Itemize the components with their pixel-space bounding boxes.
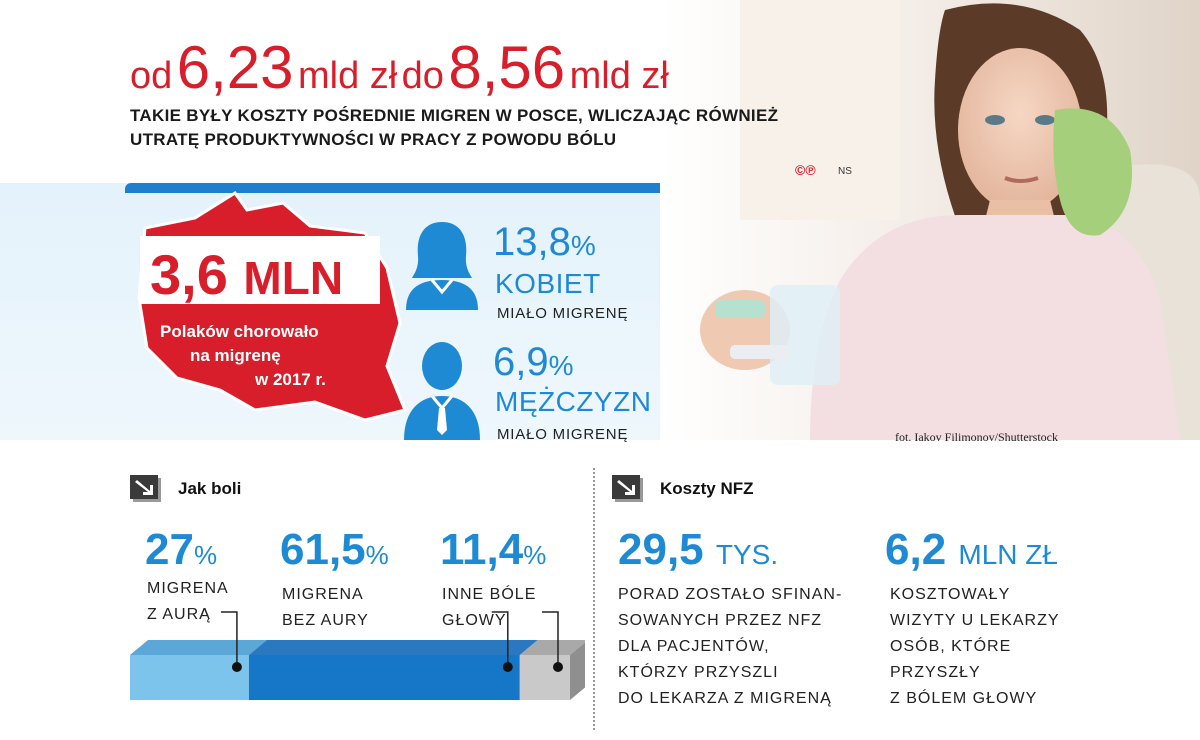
nfz-advice-amount: 29,5 TYS. [618,528,778,572]
men-percent: 6,9% [493,342,574,382]
women-group-label: KOBIET [495,268,601,299]
nfz-cost-line-1: KOSZTOWAŁY [890,586,1011,603]
pain-leader-dot [553,662,563,672]
pain-section-title: Jak boli [178,479,242,498]
man-icon [402,340,482,440]
men-group-label: MĘŻCZYZN [495,386,652,417]
nfz-cost-value: 6,2 [885,525,947,574]
woman-icon [402,218,482,310]
poland-caption-line-2: na migrenę [190,346,281,365]
pain-bar-segment [248,655,520,700]
arrow-down-right-icon [130,475,164,505]
pain-bar-segment-top [519,640,588,655]
poland-caption-line-1: Polaków chorowało [160,322,319,341]
pain-aura-label-line-1: MIGRENA [147,580,229,597]
pain-noaura-label-line-2: BEZ AURY [282,612,369,629]
arrow-down-right-icon [612,475,646,505]
nfz-advice-line-1: PORAD ZOSTAŁO SFINAN- [618,586,843,603]
subtitle-line-2: utratę produktywności w pracy z powodu b… [130,130,617,149]
poland-value-box [140,236,380,304]
nfz-cost-unit: MLN ZŁ [958,539,1058,570]
poland-caption-line-3: w 2017 r. [255,370,326,389]
women-percent-sign: % [570,230,596,261]
pain-leader-line [491,611,509,667]
nfz-cost-line-5: Z BÓLEM GŁOWY [890,690,1038,707]
pain-noaura-percent: 61,5% [280,528,389,572]
poland-value-number: 3,6 [150,243,228,306]
pain-noaura-label-line-1: MIGRENA [282,586,364,603]
pain-leader-dot [231,662,242,672]
nfz-advice-value: 29,5 [618,525,704,574]
nfz-advice-line-2: SOWANYCH PRZEZ NFZ [618,612,823,629]
pain-other-percent: 11,4% [440,528,546,572]
author-initials: NS [838,166,852,177]
nfz-advice-line-4: KTÓRZY PRZYSZLI [618,664,779,681]
poland-value: 3,6 MLN [150,247,343,303]
pain-other-label-line-1: INNE BÓLE [442,586,537,603]
women-percent: 13,8% [493,222,596,262]
pain-aura-value: 27 [145,525,194,574]
headline-to-value: 8,56 [448,34,566,101]
pain-leader-line [542,611,559,667]
pain-leader-line [220,611,238,667]
photo-credit: fot. Iakov Filimonov/Shutterstock [895,430,1058,444]
pain-noaura-sign: % [365,540,389,570]
info-band-top-stripe [125,183,845,193]
pain-share-bar [125,600,588,710]
men-percent-sign: % [548,350,574,381]
section-divider [593,468,595,730]
pain-noaura-label: MIGRENA BEZ AURY [282,582,369,634]
pain-aura-sign: % [193,540,218,570]
pain-other-label: INNE BÓLE GŁOWY [442,582,536,634]
nfz-cost-description: KOSZTOWAŁY WIZYTY U LEKARZY OSÓB, KTÓRE … [890,582,1060,712]
nfz-advice-line-5: DO LEKARZA Z MIGRENĄ [618,690,832,707]
nfz-cost-line-2: WIZYTY U LEKARZY [890,612,1060,629]
nfz-cost-line-4: PRZYSZŁY [890,664,981,681]
poland-value-unit: MLN [243,252,344,304]
copyright-mark: ©℗ [795,162,816,178]
pain-bar-side [570,640,588,700]
pain-noaura-value: 61,5 [280,525,366,574]
men-percent-value: 6,9 [493,340,549,384]
women-percent-value: 13,8 [493,220,571,264]
subtitle-line-1: Takie były koszty pośrednie migren w Pos… [130,106,779,125]
men-had-migraine: MIAŁO MIGRENĘ [497,426,629,443]
nfz-advice-unit: TYS. [715,539,779,570]
pain-other-label-line-2: GŁOWY [442,612,507,629]
headline-to-unit: mld zł [569,55,669,97]
pain-other-sign: % [523,540,547,570]
pain-aura-label: MIGRENA Z AURĄ [147,576,229,628]
pain-bar-segment [130,655,249,700]
nfz-cost-line-3: OSÓB, KTÓRE [890,638,1012,655]
poland-caption: Polaków chorowało na migrenę w 2017 r. [160,320,375,392]
pain-aura-percent: 27% [145,528,217,572]
nfz-advice-description: PORAD ZOSTAŁO SFINAN- SOWANYCH PRZEZ NFZ… [618,582,842,712]
nfz-cost-amount: 6,2 MLN ZŁ [885,528,1058,572]
headline: od 6,23 mld zł do 8,56 mld zł [130,38,669,98]
pain-bar-segment-top [130,640,267,655]
woman-with-headache-photo [660,0,1200,440]
subtitle: Takie były koszty pośrednie migren w Pos… [130,104,830,152]
pain-other-value: 11,4 [440,525,524,574]
headline-to-word: do [401,55,444,97]
headline-from-unit: mld zł [297,55,398,97]
nfz-advice-line-3: DLA PACJENTÓW, [618,638,770,655]
women-had-migraine: MIAŁO MIGRENĘ [497,305,629,322]
pain-bar-segment [519,655,570,700]
pain-aura-label-line-2: Z AURĄ [147,606,211,623]
pain-leader-dot [502,662,513,672]
nfz-section-title: Koszty NFZ [660,479,754,498]
headline-from-word: od [130,55,173,97]
pain-bar-segment-top [248,640,538,655]
headline-from-value: 6,23 [176,34,294,101]
poland-map-shape [125,188,415,438]
